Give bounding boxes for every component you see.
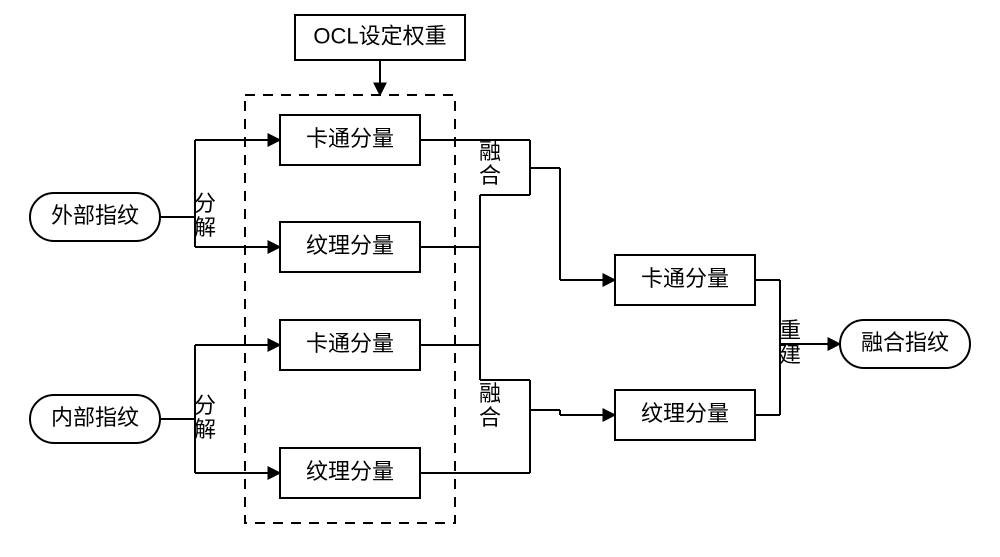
node-int_fp-label: 内部指纹 — [51, 405, 139, 430]
node-ext_texture-label: 纹理分量 — [306, 233, 394, 258]
label-rebuild: 重建 — [779, 318, 801, 367]
node-int_texture-label: 纹理分量 — [306, 459, 394, 484]
node-fused_fp-label: 融合指纹 — [861, 330, 949, 355]
label-decomp1: 分解 — [194, 191, 216, 240]
node-ext_cartoon-label: 卡通分量 — [306, 126, 394, 151]
node-fused_texture-label: 纹理分量 — [641, 401, 729, 426]
node-ext_fp-label: 外部指纹 — [51, 203, 139, 228]
node-ocl_weight-label: OCL设定权重 — [313, 23, 446, 48]
node-fused_cartoon-label: 卡通分量 — [641, 266, 729, 291]
label-fuse1: 融合 — [479, 139, 501, 188]
label-decomp2: 分解 — [194, 393, 216, 442]
label-fuse2: 融合 — [479, 381, 501, 430]
flowchart-diagram: OCL设定权重外部指纹内部指纹卡通分量纹理分量卡通分量纹理分量卡通分量纹理分量融… — [0, 0, 1000, 557]
node-int_cartoon-label: 卡通分量 — [306, 331, 394, 356]
